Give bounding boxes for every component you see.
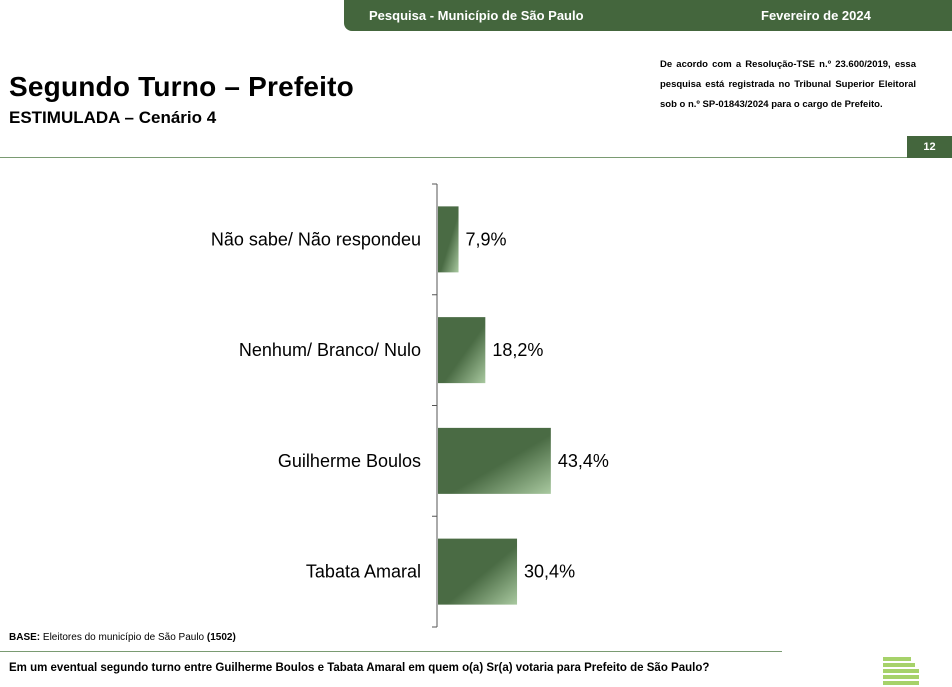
survey-label: Pesquisa - Município de São Paulo (369, 8, 584, 23)
page-title: Segundo Turno – Prefeito (9, 71, 354, 102)
base-count: (1502) (206, 632, 236, 643)
category-label: Não sabe/ Não respondeu (211, 229, 421, 249)
page-subtitle: ESTIMULADA – Cenário 4 (9, 108, 217, 127)
base-text: Eleitores do município de São Paulo (42, 632, 205, 643)
page-number: 12 (907, 136, 952, 158)
survey-question: Em um eventual segundo turno entre Guilh… (9, 662, 710, 674)
category-label: Guilherme Boulos (278, 451, 421, 471)
value-label: 7,9% (466, 229, 507, 249)
bar (438, 538, 518, 605)
value-label: 30,4% (524, 562, 575, 582)
value-label: 18,2% (492, 340, 543, 360)
base-note: BASE: Eleitores do município de São Paul… (9, 632, 236, 643)
category-label: Nenhum/ Branco/ Nulo (239, 340, 421, 360)
footer-divider (0, 651, 782, 652)
bar (438, 427, 551, 494)
value-label: 43,4% (558, 451, 609, 471)
survey-date: Fevereiro de 2024 (761, 8, 871, 23)
header-bar: Pesquisa - Município de São Paulo Fevere… (344, 0, 952, 31)
base-label: BASE: (9, 632, 41, 643)
category-label: Tabata Amaral (306, 562, 421, 582)
header-divider (0, 157, 952, 158)
bar (438, 206, 459, 273)
brand-logo-icon (883, 657, 919, 685)
legal-notice: De acordo com a Resolução-TSE n.º 23.600… (660, 59, 916, 110)
bar (438, 317, 486, 384)
